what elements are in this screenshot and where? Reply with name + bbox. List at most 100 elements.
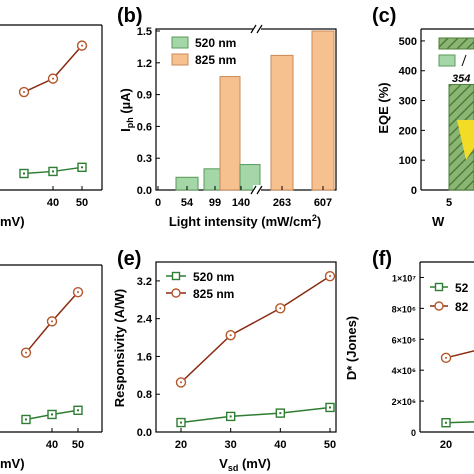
panel-f-x-tick-label: 20: [440, 439, 452, 451]
svg-text:Iph (µA): Iph (µA): [118, 88, 135, 132]
y-tick-label: 6×10⁶: [392, 335, 416, 345]
panel-b-legend: 520 nm 825 nm: [171, 36, 236, 67]
y-tick-label: 8×10⁶: [392, 304, 416, 314]
y-tick-label: 2×10⁶: [392, 397, 416, 407]
panel-b-label: (b): [117, 5, 143, 27]
panel-a-plot: [18, 40, 88, 179]
panel-e-y-axis-label: Responsivity (A/W): [112, 289, 127, 407]
panel-c-label: (c): [372, 5, 396, 27]
panel-e-x-ticks: 20 30 40 50: [175, 428, 336, 451]
panel-b-y-axis-label: Iph (µA): [118, 88, 135, 132]
panel-d-x-axis-label: mV): [0, 456, 25, 471]
data-point-520-dot: [25, 418, 27, 421]
legend-label-825-partial: 82: [455, 300, 469, 314]
data-point-520-dot: [52, 170, 54, 173]
series-line-825: [23, 45, 83, 93]
data-point-520-dot: [229, 415, 232, 418]
panel-a-x-tick-label: 40: [47, 197, 59, 209]
series-line-520: [445, 421, 474, 424]
panel-f-y-ticks: 0 2×10⁶ 4×10⁶ 6×10⁶ 8×10⁶ 1×10⁷: [392, 273, 424, 438]
legend-label-825: 825 nm: [193, 287, 234, 301]
y-tick-label: 0.8: [137, 389, 152, 401]
panel-c-y-ticks: 0 100 200 300 400 500: [399, 36, 425, 197]
panel-a-x-axis-label: mV): [0, 214, 25, 229]
panel-e-label: (e): [117, 248, 141, 270]
legend-label-520: 520 nm: [195, 36, 236, 50]
x-tick-label: 20: [175, 439, 187, 451]
x-tick-label: 54: [181, 197, 194, 209]
legend-label-520: 520 nm: [193, 270, 234, 284]
data-point-825-dot: [52, 77, 54, 80]
panel-f-label: (f): [372, 248, 392, 270]
data-point-825-dot: [445, 356, 447, 359]
data-point-825-dot: [329, 275, 331, 278]
y-tick-label: 1.5: [137, 26, 152, 38]
series-line-825: [180, 275, 331, 383]
y-tick-label: 0.6: [137, 121, 152, 133]
data-point-520-dot: [279, 412, 282, 415]
panel-c: (c) 0 100 200 300 400 500 354 EQE (%) 5 W: [372, 5, 474, 229]
panel-a-x-tick-label: 50: [76, 197, 88, 209]
data-point-825-dot: [77, 291, 79, 294]
x-tick-label: 30: [225, 439, 237, 451]
panel-e-legend: 520 nm 825 nm: [166, 270, 234, 301]
data-point-520-dot: [180, 421, 182, 424]
legend-label-520-partial: 52: [455, 281, 469, 295]
panel-e-frame: [155, 261, 337, 433]
panel-d: 40 50 mV): [0, 264, 103, 471]
panel-e-y-ticks: 0.0 0.8 1.6 2.4 3.2: [137, 276, 160, 439]
legend-swatch-hatch: [438, 37, 474, 50]
panel-c-annotation: 354: [452, 73, 470, 85]
panel-d-x-tick-label: 50: [72, 439, 84, 451]
panel-f: (f) 0 2×10⁶ 4×10⁶ 6×10⁶ 8×10⁶ 1×10⁷ 52 82 D* …: [344, 248, 474, 451]
data-point-825-dot: [81, 44, 83, 47]
panel-d-plot: [20, 286, 84, 425]
panel-c-arrow: [457, 120, 474, 160]
y-tick-label: 0: [411, 185, 417, 197]
y-tick-label: 200: [399, 125, 417, 137]
x-tick-label: 50: [324, 439, 336, 451]
panel-b-plot: [175, 30, 335, 191]
panel-e-x-axis-label: Vsd (mV): [219, 456, 271, 473]
panel-a: 40 50 mV): [0, 24, 103, 229]
y-tick-label: 0.0: [137, 427, 152, 439]
data-point-520-dot: [329, 406, 331, 409]
legend-swatch-825: [171, 53, 189, 66]
data-point-825-dot: [51, 320, 53, 323]
data-point-825-dot: [23, 91, 25, 94]
panel-e-plot: [175, 270, 336, 428]
legend-marker-520: [171, 271, 181, 281]
y-tick-label: 4×10⁶: [392, 366, 416, 376]
data-point-825-dot: [279, 307, 282, 310]
y-tick-label: 400: [399, 66, 417, 78]
y-tick-label: 1.6: [137, 351, 152, 363]
panel-e: (e) 0.0 0.8 1.6 2.4 3.2 20 30 40 50 520 nm 825 …: [112, 248, 337, 473]
x-tick-label: 140: [232, 197, 250, 209]
y-tick-label: 0.9: [137, 90, 152, 102]
y-tick-label: 0.3: [137, 153, 152, 165]
bar-825: [311, 30, 335, 191]
panel-d-x-tick-label: 40: [46, 439, 58, 451]
y-tick-label: 0.0: [137, 185, 152, 197]
y-tick-label: 300: [399, 96, 417, 108]
panel-c-legend: [438, 37, 474, 67]
panel-b-y-ticks: 0.0 0.3 0.6 0.9 1.2 1.5: [137, 26, 160, 197]
y-tick-label: 3.2: [137, 276, 152, 288]
bar-825: [270, 54, 294, 191]
data-point-520-dot: [81, 166, 83, 169]
panel-b-x-axis-label: Light intensity (mW/cm2): [169, 213, 321, 229]
legend-marker-825: [171, 288, 181, 298]
data-point-520-dot: [23, 172, 25, 175]
y-tick-label: 2.4: [137, 314, 153, 326]
panel-c-x-axis-label: W: [432, 214, 445, 229]
bar-825: [219, 76, 241, 191]
legend-marker-520: [434, 282, 444, 292]
x-tick-label: 263: [273, 197, 291, 209]
x-tick-label: 0: [155, 197, 161, 209]
panel-b-x-ticks: 0 54 99 140 263 607: [155, 186, 332, 209]
y-tick-label: 1×10⁷: [392, 273, 416, 283]
legend-slash: [461, 54, 467, 67]
y-tick-label: 100: [399, 155, 417, 167]
data-point-825-dot: [180, 381, 182, 384]
